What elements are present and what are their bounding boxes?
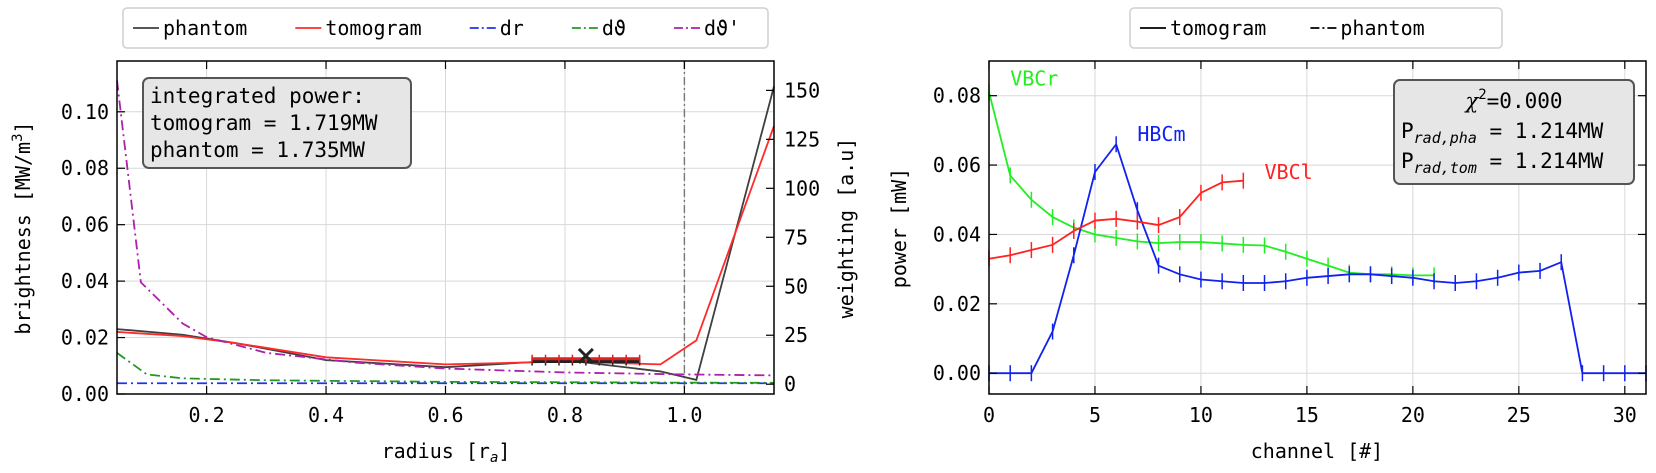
left-series [116,61,775,394]
right-legend-label: tomogram [1170,16,1266,40]
right-plot-frame [988,60,1647,395]
right-legend-label: phantom [1340,16,1424,40]
left-y-tick-label: 0.00 [61,382,109,406]
left-annotation-bg [142,77,412,169]
right-x-axis-label: channel [#] [1251,439,1383,463]
left-legend: phantom tomogram dr dϑ dϑ' [133,16,740,40]
left-y2-tick-label: 125 [784,127,820,151]
right-y-tick-label: 0.02 [933,292,981,316]
left-y-tick-label: 0.08 [61,156,109,180]
right-label-VBCl: VBCl [1265,160,1313,184]
left-y-axis-label: brightness [MW/m3] [10,121,35,334]
left-series-phantom [116,86,775,381]
right-x-tick-label: 15 [1295,403,1319,427]
right-ticks: 0 5 10 15 20 25 30 0.00 0.02 0.04 0.06 0.08 [933,61,1646,427]
annotation-line-2: tomogram = 1.719MW [150,111,378,135]
left-legend-label: phantom [163,16,247,40]
right-y-tick-label: 0.06 [933,153,981,177]
left-legend-label: tomogram [325,16,421,40]
p-rad-tom-line: Prad,tom = 1.214MW [1401,149,1604,177]
right-x-tick-label: 0 [983,403,995,427]
annotation-line-1: integrated power: [150,84,365,108]
left-x-axis-label: radius [ra] [382,439,511,466]
left-x-tick-label: 0.8 [547,403,583,427]
right-label-VBCr: VBCr [1010,66,1058,90]
left-x-marker [577,347,594,364]
left-y-tick-label: 0.06 [61,213,109,237]
right-series-labels: VBCr HBCm VBCl [1010,66,1312,184]
right-y-tick-label: 0.08 [933,84,981,108]
left-y-tick-label: 0.04 [61,269,109,293]
left-annotation-box: integrated power: tomogram = 1.719MW pha… [142,77,412,169]
right-annotation-box: χ2=0.000 Prad,pha = 1.214MW Prad,tom = 1… [1393,79,1635,185]
right-y-axis-label: power [mW] [887,168,911,288]
left-x-tick-label: 0.2 [189,403,225,427]
right-series-VBCr [988,91,1435,277]
chi-squared-line: χ2=0.000 [1463,87,1562,113]
left-y2-tick-label: 100 [784,176,820,200]
left-y2-tick-label: 25 [784,323,808,347]
left-x-tick-label: 1.0 [666,403,702,427]
right-x-tick-label: 10 [1189,403,1213,427]
left-y-tick-label: 0.02 [61,326,109,350]
right-x-tick-label: 25 [1507,403,1531,427]
left-y2-axis-label: weighting [a.u] [834,138,858,319]
left-legend-label: dr [500,16,524,40]
right-annotation-bg [1393,79,1635,185]
left-legend-label: dϑ' [704,16,740,40]
right-chart: 0 5 10 15 20 25 30 0.00 0.02 0.04 0.06 0.08 VBCr HBC… [887,7,1647,463]
p-rad-pha-line: Prad,pha = 1.214MW [1401,119,1604,147]
left-y2-tick-label: 50 [784,274,808,298]
left-y2-tick-label: 0 [784,372,796,396]
right-x-tick-label: 20 [1401,403,1425,427]
left-series-tomogram [116,125,775,366]
left-ticks: 0.2 0.4 0.6 0.8 1.0 0.00 0.02 0.04 0.06 0.08 0.10 0… [61,61,820,427]
left-legend-frame [122,7,769,49]
left-y-tick-label: 0.10 [61,100,109,124]
annotation-line-3: phantom = 1.735MW [150,138,365,162]
right-x-tick-label: 30 [1613,403,1637,427]
left-x-tick-label: 0.4 [308,403,344,427]
right-x-tick-label: 5 [1089,403,1101,427]
left-series-dϑ [116,352,775,384]
left-legend-label: dϑ [602,16,626,40]
right-label-HBCm: HBCm [1137,122,1185,146]
right-y-tick-label: 0.00 [933,361,981,385]
right-series-HBCm [989,142,1646,375]
right-legend: tomogram phantom [1140,16,1425,40]
left-x-tick-label: 0.6 [427,403,463,427]
left-chart: 0.2 0.4 0.6 0.8 1.0 0.00 0.02 0.04 0.06 0.08 0.10 0… [10,7,858,466]
left-y2-tick-label: 150 [784,78,820,102]
right-y-tick-label: 0.04 [933,222,981,246]
right-series [988,84,1647,382]
left-y2-tick-label: 75 [784,225,808,249]
